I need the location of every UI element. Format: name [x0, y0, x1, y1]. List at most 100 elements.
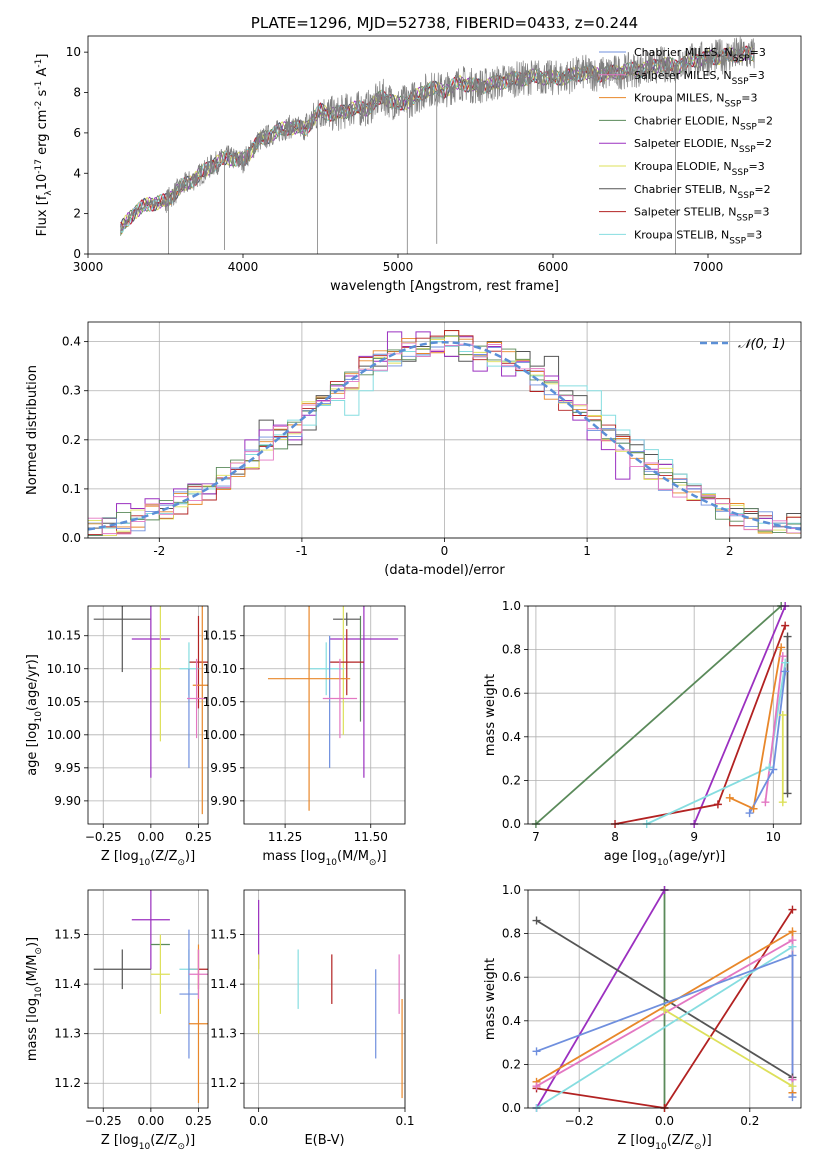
y-tick-label: 1.0 — [502, 883, 521, 897]
y-tick-label: 0.4 — [502, 1014, 521, 1028]
mass-vs-z-frame — [87, 889, 209, 1109]
x-tick-label: 0.25 — [185, 1114, 212, 1128]
weight-line — [664, 1009, 793, 1087]
age-vs-mass-frame — [243, 605, 406, 825]
y-tick-label: 11.4 — [210, 977, 237, 991]
y-tick-label: 0.6 — [502, 970, 521, 984]
x-tick-label: 0.1 — [395, 1114, 414, 1128]
age-vs-mass-plot-area — [267, 606, 399, 811]
legend-entry: Salpeter MILES, NSSP=3 — [634, 69, 765, 87]
y-tick-label: 11.2 — [54, 1076, 81, 1090]
x-tick-label: 0 — [441, 544, 449, 558]
mass-vs-z-plot-area — [93, 890, 208, 1104]
weight-marker — [749, 804, 758, 813]
legend-entry: Chabrier STELIB, NSSP=2 — [634, 183, 771, 201]
x-tick-label: 6000 — [538, 260, 569, 274]
mass-vs-ebv-grid — [244, 890, 406, 1108]
weight-marker — [788, 1082, 797, 1091]
y-tick-label: 9.95 — [54, 761, 81, 775]
residuals-plot-area — [88, 329, 801, 536]
legend-entry: Kroupa STELIB, NSSP=3 — [634, 228, 762, 246]
weight-marker — [788, 951, 797, 960]
weight-vs-z-panel: −0.2 0.0 0.2 0.0 0.2 0.4 0.6 0.8 1.0 Z [log10(Z/Z… — [483, 883, 802, 1152]
y-tick-label: 0.2 — [502, 773, 521, 787]
x-tick-label: 0.00 — [137, 1114, 164, 1128]
legend-entry: Kroupa ELODIE, NSSP=3 — [634, 160, 765, 178]
weight-vs-age-plot-area — [535, 606, 789, 824]
weight-marker — [781, 658, 790, 667]
weight-marker — [788, 905, 797, 914]
weight-line — [535, 606, 782, 824]
age-vs-z-x-axis-label: Z [log10(Z/Z⊙)] — [101, 849, 195, 868]
y-tick-label: 8 — [73, 86, 81, 100]
y-tick-label: 0.8 — [502, 927, 521, 941]
y-tick-label: 1.0 — [502, 599, 521, 613]
legend-entry: Salpeter ELODIE, NSSP=2 — [634, 137, 772, 155]
x-tick-label: 1 — [583, 544, 591, 558]
spectrum-frame — [87, 35, 802, 255]
y-tick-label: 11.3 — [54, 1027, 81, 1041]
weight-marker — [788, 927, 797, 936]
y-tick-label: 0.4 — [62, 335, 81, 349]
y-tick-label: 10.10 — [47, 662, 81, 676]
y-tick-label: 10.05 — [47, 695, 81, 709]
x-tick-label: -2 — [153, 544, 165, 558]
x-tick-label: 5000 — [383, 260, 414, 274]
x-tick-label: −0.2 — [565, 1114, 594, 1128]
weight-marker — [781, 667, 790, 676]
legend-entry: 𝒩(0, 1) — [738, 337, 785, 352]
mass-vs-z-panel: −0.25 0.00 0.25 11.2 11.3 11.4 11.5 Z [log10(Z/… — [25, 889, 212, 1152]
y-tick-label: 11.4 — [54, 977, 81, 991]
weight-marker — [783, 632, 792, 641]
legend-entry: Chabrier ELODIE, NSSP=2 — [634, 114, 773, 132]
mass-vs-z-y-axis-label: mass [log10(M/M⊙)] — [25, 937, 44, 1061]
weight-vs-z-y-axis-label: mass weight — [483, 958, 498, 1040]
weight-vs-z-frame — [527, 889, 802, 1109]
spectrum-y-axis-label: Flux [fλ10-17 erg cm-2 s-1 A-1] — [34, 54, 54, 237]
y-tick-label: 11.5 — [54, 928, 81, 942]
age-vs-mass-x-axis-label: mass [log10(M/M⊙)] — [262, 849, 386, 868]
legend-entry: Kroupa MILES, NSSP=3 — [634, 92, 758, 110]
y-tick-label: 0.4 — [502, 730, 521, 744]
mass-vs-z-grid — [88, 890, 208, 1108]
y-tick-label: 0.1 — [62, 482, 81, 496]
x-tick-label: 4000 — [228, 260, 259, 274]
x-tick-label: 0.2 — [740, 1114, 759, 1128]
residual-histogram — [88, 335, 801, 536]
mass-vs-ebv-frame — [243, 889, 406, 1109]
weight-marker — [660, 1005, 669, 1014]
x-tick-label: 2 — [726, 544, 734, 558]
weight-marker — [788, 936, 797, 945]
x-tick-label: 8 — [611, 830, 619, 844]
mass-vs-ebv-x-axis-label: E(B-V) — [304, 1133, 344, 1148]
mass-vs-z-x-axis-label: Z [log10(Z/Z⊙)] — [101, 1133, 195, 1152]
x-tick-label: −0.25 — [85, 830, 122, 844]
y-tick-label: 0.0 — [502, 817, 521, 831]
weight-line — [536, 945, 793, 1108]
x-tick-label: 0.0 — [249, 1114, 268, 1128]
y-tick-label: 11.5 — [210, 928, 237, 942]
weight-marker — [745, 809, 754, 818]
y-tick-label: 0.8 — [502, 643, 521, 657]
weight-marker — [769, 765, 778, 774]
weight-marker — [778, 711, 787, 719]
x-tick-label: 9 — [690, 830, 698, 844]
weight-marker — [532, 1047, 541, 1056]
residuals-x-axis-label: (data-model)/error — [384, 563, 505, 578]
weight-line — [536, 909, 794, 1108]
residuals-frame — [87, 321, 802, 539]
weight-marker — [781, 621, 790, 630]
gaussian-curve — [88, 340, 801, 531]
chart-title: PLATE=1296, MJD=52738, FIBERID=0433, z=0… — [251, 14, 638, 32]
weight-marker — [777, 643, 786, 652]
weight-marker — [778, 798, 787, 807]
y-tick-label: 10.00 — [203, 728, 237, 742]
spectrum-x-axis-label: wavelength [Angstrom, rest frame] — [330, 279, 559, 294]
y-tick-label: 9.90 — [210, 794, 237, 808]
weight-marker — [532, 1082, 541, 1091]
age-vs-z-plot-area — [93, 606, 208, 815]
weight-vs-age-y-axis-label: mass weight — [483, 674, 498, 756]
x-tick-label: 0.0 — [655, 1114, 674, 1128]
y-tick-label: 10 — [66, 45, 81, 59]
